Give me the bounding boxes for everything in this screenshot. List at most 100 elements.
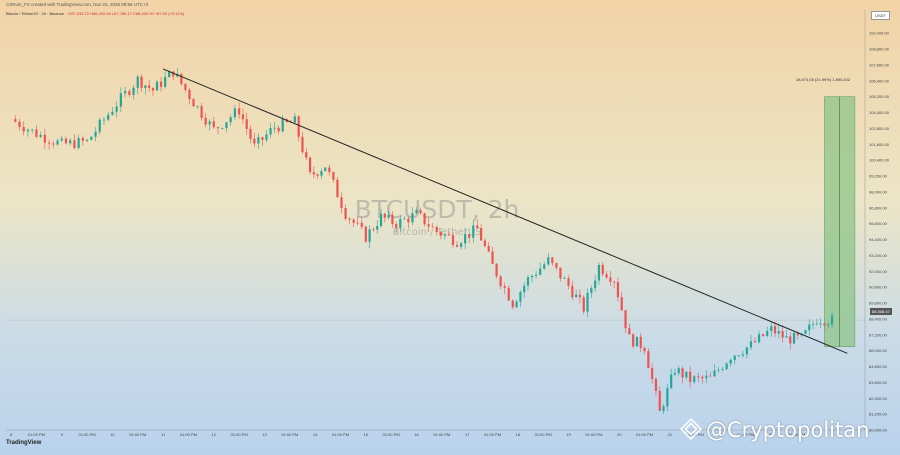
time-tick-label: 01:00 PM	[79, 432, 96, 437]
candle	[119, 93, 122, 107]
time-tick-label: 8	[10, 432, 13, 437]
time-tick-label: 01:00 PM	[231, 432, 248, 437]
candle	[352, 219, 355, 223]
time-tick-label: 01:00 PM	[636, 432, 653, 437]
price-tick-label: 90,800.00	[869, 285, 888, 290]
candle	[451, 235, 455, 245]
candle	[534, 274, 538, 276]
candle	[403, 218, 406, 220]
candle	[635, 336, 639, 347]
time-tick-label: 01:00 PM	[433, 432, 450, 437]
candle	[785, 336, 788, 338]
symbol-legend: Bitcoin / TetherUS · 2h · Binance O87,33…	[6, 11, 184, 16]
brand-label: @Cryptopolitan	[706, 418, 870, 442]
candle	[551, 257, 554, 264]
price-tick-label: 81,200.00	[869, 412, 888, 417]
candle	[770, 326, 773, 332]
candle	[77, 137, 80, 149]
time-tick-label: 01:00 PM	[129, 432, 146, 437]
time-tick-label: 10	[110, 432, 115, 437]
candle	[273, 127, 276, 129]
time-tick-label: 19	[566, 432, 571, 437]
time-tick-label: 21	[668, 432, 673, 437]
candle	[407, 218, 410, 223]
candle	[90, 136, 93, 140]
candle	[368, 229, 371, 242]
candle	[111, 111, 114, 115]
candle	[26, 129, 30, 132]
tradingview-logo[interactable]: TradingView	[6, 440, 42, 446]
downtrend-line[interactable]	[162, 68, 848, 354]
candle	[261, 137, 264, 140]
price-tick-label: 98,000.00	[869, 189, 888, 194]
candle	[348, 218, 351, 220]
candle	[628, 328, 631, 335]
time-tick-label: 01:00 PM	[484, 432, 501, 437]
candle	[662, 406, 665, 411]
candle	[439, 232, 442, 236]
candle	[697, 376, 700, 378]
candle	[212, 121, 215, 128]
candle	[277, 127, 280, 132]
price-tick-label: 84,800.00	[869, 364, 888, 369]
candle	[571, 285, 574, 298]
candle	[148, 85, 151, 88]
candle	[204, 117, 207, 125]
candle	[563, 278, 566, 279]
candle	[530, 275, 534, 278]
price-axis[interactable]: 110,000.00 108,800.00 107,600.00 106,400.00…	[6, 10, 890, 433]
candle	[31, 129, 34, 131]
candle	[208, 121, 211, 125]
candle	[468, 234, 471, 238]
candle	[200, 106, 203, 118]
candle	[526, 277, 530, 286]
candle	[639, 336, 642, 348]
time-tick-label: 18	[516, 432, 521, 437]
candle	[804, 330, 807, 334]
candle	[419, 210, 422, 214]
candle	[601, 264, 604, 275]
candle	[47, 142, 51, 144]
candle	[312, 172, 315, 175]
currency-badge[interactable]: USDT	[871, 11, 890, 20]
candle	[613, 281, 616, 283]
candle	[781, 331, 784, 338]
candle	[811, 324, 815, 326]
time-tick-label: 01:00 PM	[535, 432, 552, 437]
candle	[476, 225, 479, 229]
candle	[107, 114, 110, 120]
candle	[297, 116, 300, 137]
candle	[575, 294, 578, 298]
price-tick-label: 102,800.00	[869, 126, 890, 131]
candle	[364, 226, 367, 242]
candle	[151, 87, 155, 91]
candle	[415, 210, 418, 214]
candle	[85, 139, 89, 141]
candle	[594, 280, 597, 289]
candle	[123, 91, 127, 94]
candle	[293, 116, 296, 123]
candle	[808, 324, 811, 331]
price-tick-label: 96,800.00	[869, 205, 888, 210]
price-tick-label: 105,200.00	[869, 94, 890, 99]
candle	[372, 229, 375, 231]
candle	[225, 122, 228, 129]
target-box[interactable]	[824, 96, 856, 347]
trendline[interactable]	[162, 68, 848, 354]
price-tick-label: 110,000.00	[869, 31, 889, 36]
candle	[670, 374, 673, 388]
price-tick-label: 95,600.00	[869, 221, 888, 226]
candle	[196, 106, 199, 107]
time-tick-label: 01:00 PM	[585, 432, 602, 437]
candle	[253, 138, 256, 144]
candle	[308, 157, 312, 173]
candle	[245, 119, 248, 129]
candle	[757, 334, 761, 343]
candle	[144, 85, 147, 89]
candle	[586, 292, 589, 312]
time-tick-label: 22	[718, 432, 723, 437]
candle	[495, 263, 498, 277]
candle	[605, 274, 608, 278]
price-tick-label: 104,000.00	[869, 110, 890, 115]
